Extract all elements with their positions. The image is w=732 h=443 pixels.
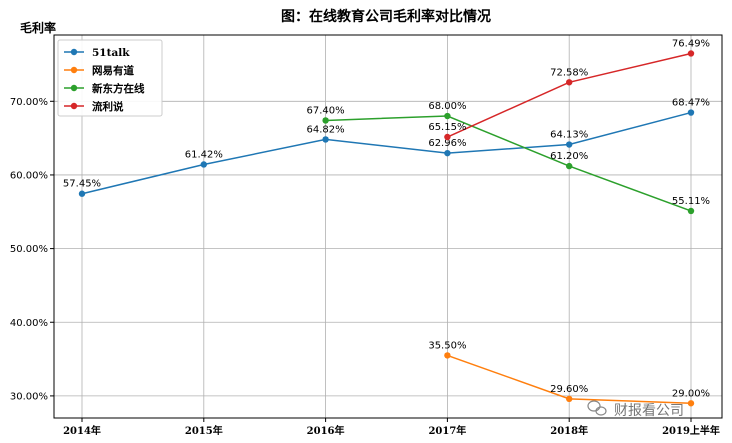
data-label: 64.13% (550, 130, 588, 141)
data-label: 29.60% (550, 384, 588, 395)
x-tick-label: 2019上半年 (662, 424, 720, 437)
data-point (444, 133, 451, 141)
legend-item: 网易有道 (64, 64, 134, 77)
data-point (566, 162, 573, 170)
series-layer: 57.45% 61.42% 64.82% 62.96% 64.13% 68.47% 35.5… (63, 38, 710, 407)
data-point (566, 395, 573, 403)
watermark: 财报看公司 (587, 400, 684, 419)
series-1: 35.50% 29.60% 29.00% (428, 340, 710, 407)
x-tick-label: 2014年 (63, 424, 101, 437)
x-tick-label: 2016年 (307, 424, 345, 437)
data-label: 61.20% (550, 151, 588, 162)
data-point (322, 117, 329, 124)
data-label: 67.40% (307, 105, 345, 116)
data-label: 62.96% (428, 138, 466, 149)
data-label: 76.49% (672, 38, 710, 49)
y-tick-label: 50.00% (10, 244, 48, 255)
legend-label: 流利说 (92, 100, 124, 113)
x-tick-label: 2018年 (550, 424, 588, 437)
chart-title: 图：在线教育公司毛利率对比情况 (281, 8, 491, 25)
data-point (322, 136, 329, 143)
series-line (325, 115, 692, 212)
data-label: 68.47% (672, 98, 710, 109)
legend-item: 51talk (64, 47, 130, 59)
data-label: 64.82% (307, 124, 345, 135)
legend-box (57, 39, 163, 117)
plot-frame (53, 34, 723, 419)
legend-item: 流利说 (64, 100, 124, 113)
data-point (566, 141, 573, 148)
data-label: 72.58% (550, 67, 588, 78)
y-tick-label: 40.00% (10, 318, 48, 329)
data-point (687, 207, 695, 215)
series-line (81, 111, 692, 195)
data-point (687, 400, 695, 407)
y-tick-label: 70.00% (10, 97, 48, 108)
series-2: 67.40% 68.00% 61.20% 55.11% (307, 101, 710, 215)
y-tick-label: 60.00% (10, 170, 48, 181)
data-point (444, 149, 451, 157)
legend-label: 新东方在线 (92, 82, 145, 95)
data-point (687, 50, 695, 57)
series-3: 65.15% 72.58% 76.49% (428, 38, 710, 141)
series-0: 57.45% 61.42% 64.82% 62.96% 64.13% 68.47% (63, 98, 710, 197)
x-tick-label: 2015年 (185, 424, 223, 437)
data-label: 57.45% (63, 179, 101, 190)
data-point (566, 79, 573, 86)
legend-marker (70, 102, 78, 110)
y-axis-label: 毛利率 (20, 20, 56, 35)
data-label: 61.42% (185, 149, 223, 160)
legend-marker (70, 48, 78, 56)
data-label: 65.15% (428, 122, 466, 133)
wechat-icon (587, 400, 607, 416)
data-point (444, 352, 451, 359)
data-point (687, 109, 695, 116)
data-point (78, 190, 86, 197)
data-point (444, 112, 451, 120)
data-label: 35.50% (428, 340, 466, 351)
legend-marker (70, 66, 78, 74)
legend-label: 51talk (92, 47, 130, 59)
data-point (200, 161, 207, 168)
y-axis-ticks: 30.00% 40.00% 50.00% 60.00% 70.00% (10, 97, 54, 402)
legend-label: 网易有道 (92, 64, 134, 77)
x-tick-label: 2017年 (428, 424, 466, 437)
legend-marker (70, 84, 78, 92)
data-label: 55.11% (672, 196, 710, 207)
y-tick-label: 30.00% (10, 391, 48, 402)
watermark-text: 财报看公司 (614, 403, 684, 419)
data-label: 29.00% (672, 388, 710, 399)
legend-item: 新东方在线 (64, 82, 145, 95)
x-axis-ticks: 2014年 2015年 2016年 2017年 2018年 2019上半年 (63, 418, 720, 437)
data-label: 68.00% (428, 101, 466, 112)
